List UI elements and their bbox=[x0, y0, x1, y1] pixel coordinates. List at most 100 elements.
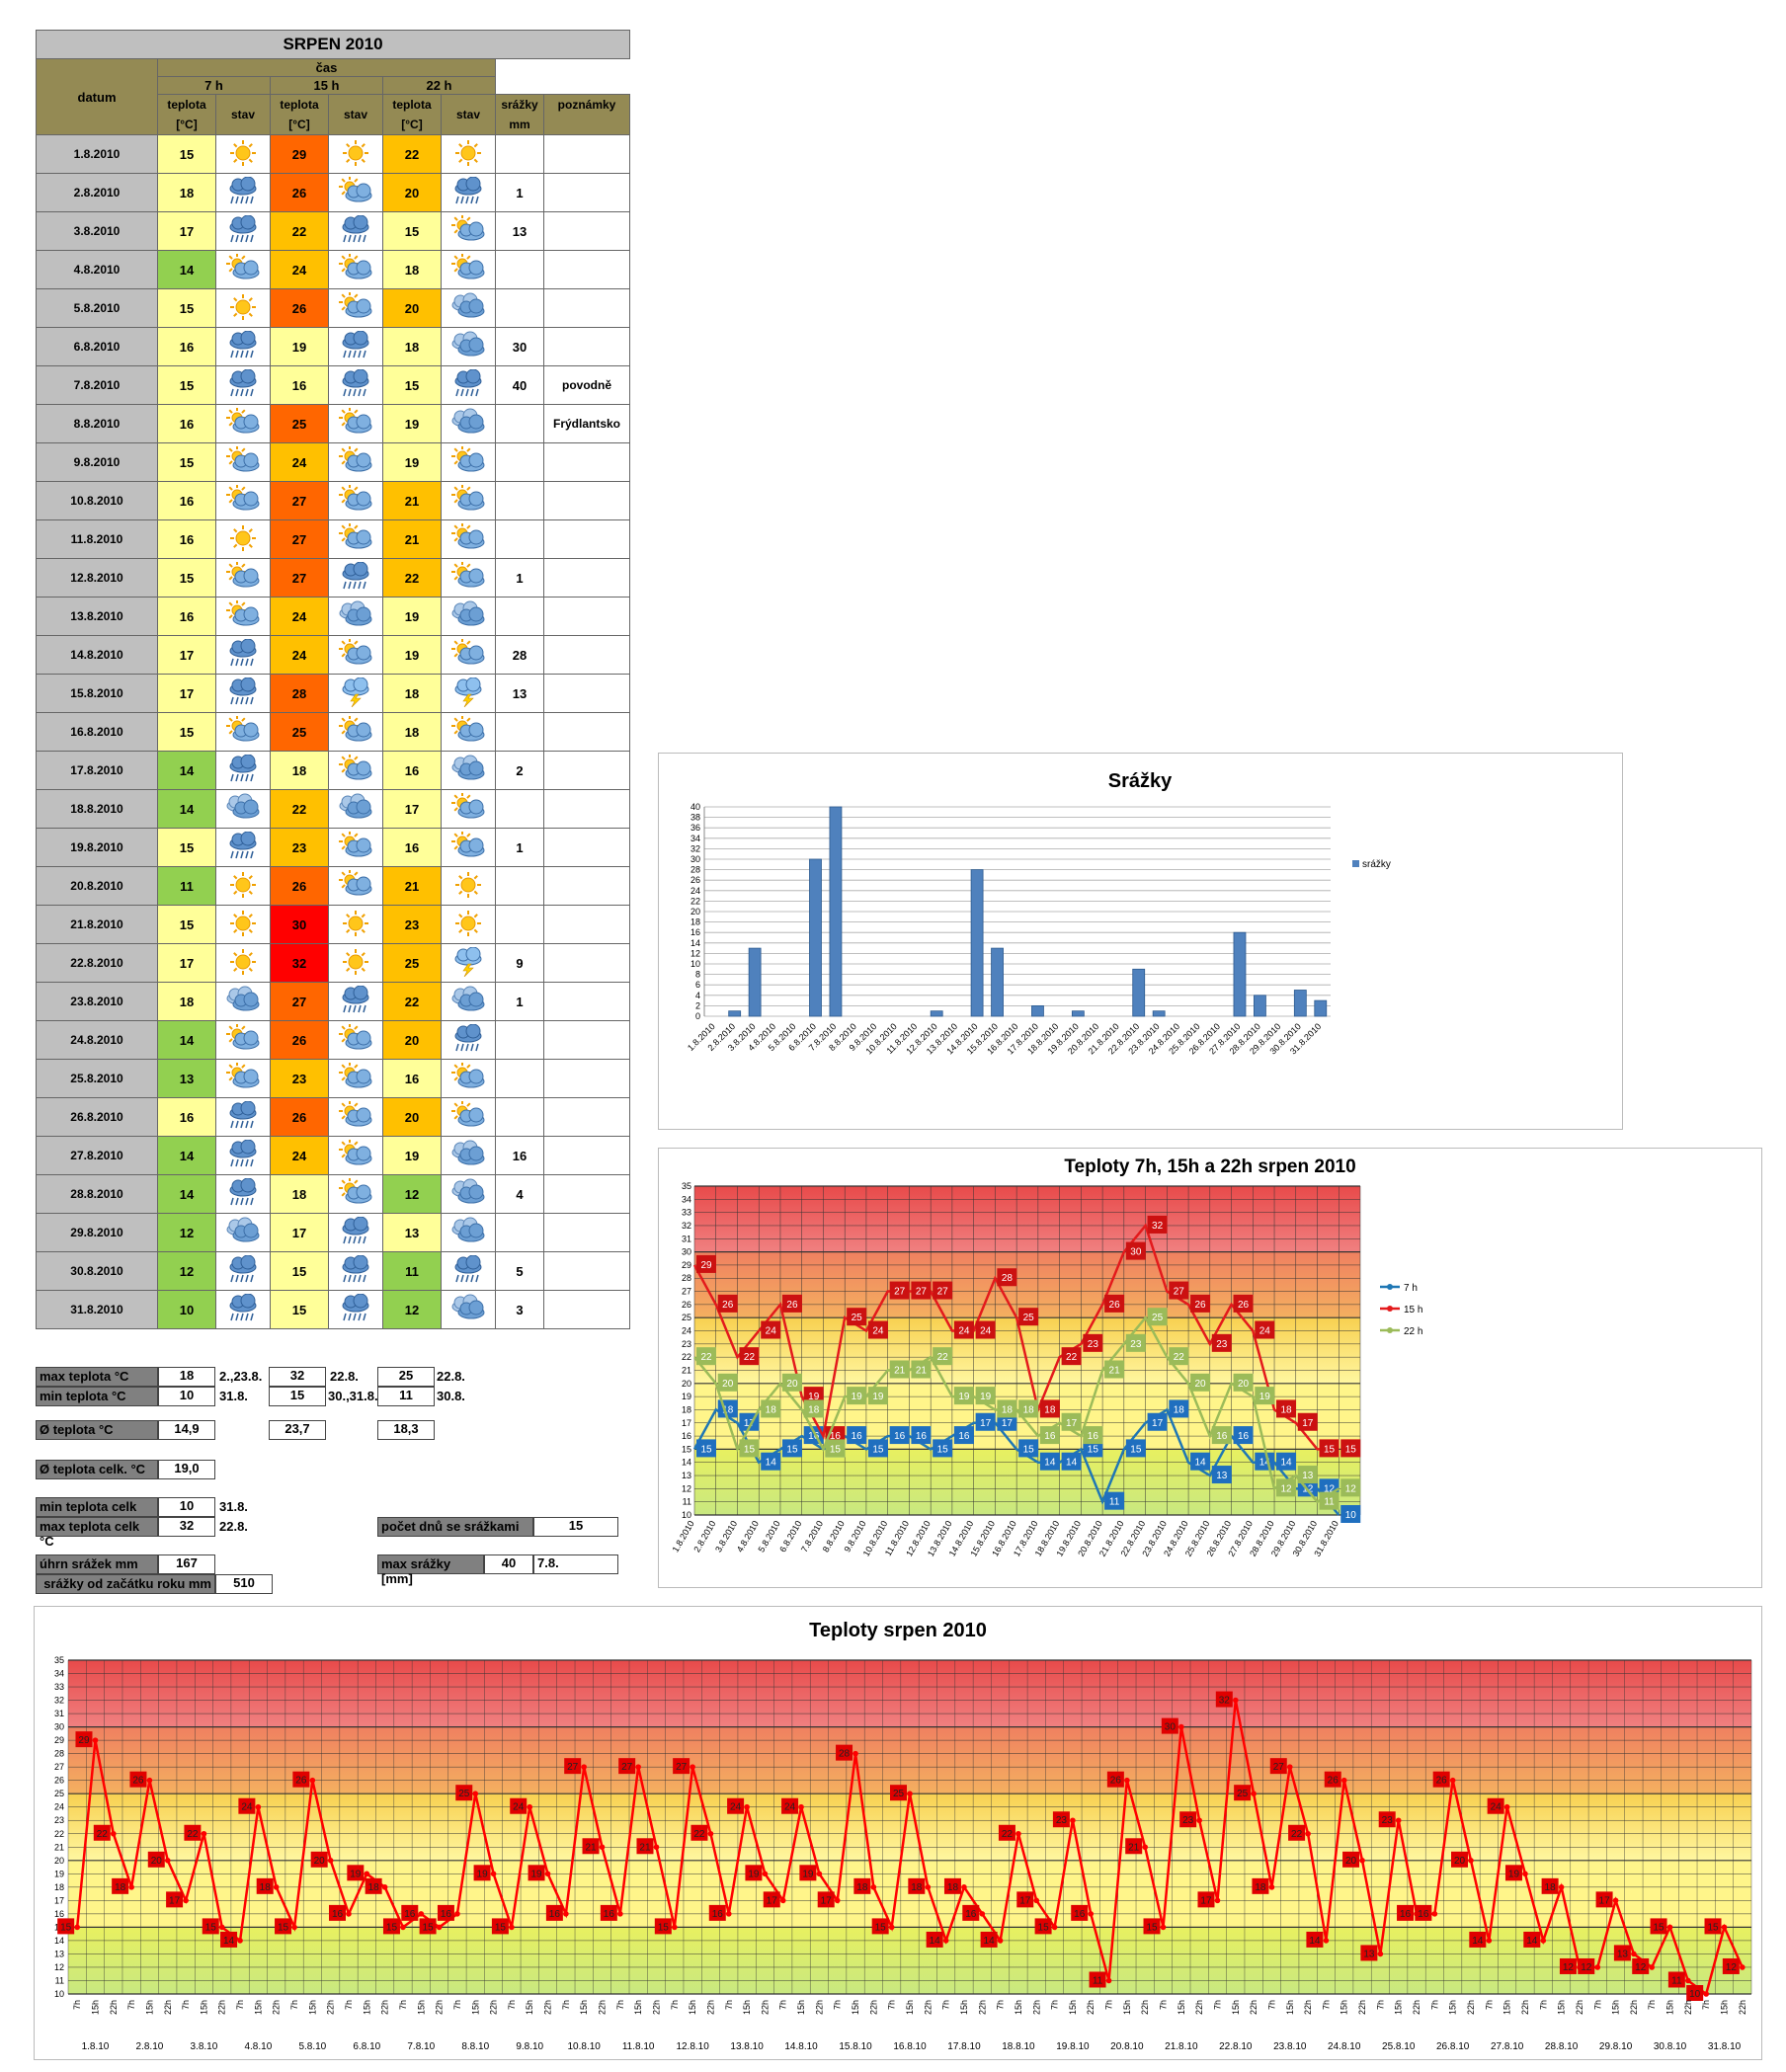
data-label: 24 bbox=[513, 1802, 525, 1813]
data-label-box bbox=[1397, 1904, 1415, 1921]
data-label: 16 bbox=[1418, 1909, 1429, 1920]
data-label-box bbox=[1234, 1785, 1252, 1801]
date-cell: 8.8.2010 bbox=[36, 404, 158, 443]
weather-22h-cell bbox=[441, 134, 496, 174]
data-label: 16 bbox=[1074, 1909, 1086, 1920]
day-label: 23.8.10 bbox=[1273, 2041, 1307, 2052]
x-tick-label: 22h bbox=[814, 2000, 824, 2015]
data-label: 21 bbox=[1128, 1842, 1140, 1853]
data-point bbox=[762, 1871, 769, 1877]
data-point bbox=[816, 1871, 823, 1877]
data-label: 20 bbox=[722, 1379, 734, 1390]
day-label: 4.8.10 bbox=[244, 2041, 272, 2052]
note-cell bbox=[543, 597, 630, 636]
data-label: 17 bbox=[1002, 1418, 1014, 1429]
data-label: 24 bbox=[1491, 1802, 1502, 1813]
data-label: 15 bbox=[875, 1922, 887, 1933]
data-point bbox=[1305, 1830, 1311, 1837]
data-point bbox=[1088, 1911, 1095, 1917]
y-tick-label: 17 bbox=[54, 1895, 64, 1905]
data-label: 15 bbox=[1345, 1444, 1357, 1455]
day-label: 8.8.10 bbox=[461, 2041, 489, 2052]
y-tick-label: 34 bbox=[682, 1194, 691, 1204]
data-label-box bbox=[739, 1347, 760, 1366]
x-tick-label: 7h bbox=[344, 2000, 354, 2010]
data-label-box bbox=[1378, 1811, 1396, 1828]
data-label-box bbox=[911, 1360, 932, 1379]
data-label: 16 bbox=[332, 1909, 344, 1920]
data-label: 23 bbox=[1130, 1339, 1142, 1350]
data-label-box bbox=[1276, 1478, 1297, 1497]
cloud-weather-icon bbox=[451, 986, 485, 1010]
x-tick-label: 7h bbox=[887, 2000, 897, 2010]
weather-7h-cell bbox=[215, 789, 271, 829]
day-label: 21.8.10 bbox=[1165, 2041, 1198, 2052]
temp-22h-cell: 12 bbox=[382, 1290, 442, 1329]
data-label-box bbox=[763, 1891, 780, 1908]
data-point bbox=[563, 1911, 569, 1917]
temp-22h-cell: 15 bbox=[382, 211, 442, 251]
data-label-box bbox=[347, 1865, 365, 1881]
table-row: 20.8.2010 11 26 21 bbox=[36, 866, 630, 906]
legend-marker bbox=[1387, 1306, 1393, 1312]
y-tick-label: 16 bbox=[682, 1431, 691, 1441]
data-label: 18 bbox=[911, 1882, 923, 1893]
y-tick-label: 32 bbox=[54, 1696, 64, 1706]
weather-22h-cell bbox=[441, 905, 496, 944]
day-label: 25.8.10 bbox=[1382, 2041, 1416, 2052]
y-tick-label: 8 bbox=[695, 970, 700, 980]
x-tick-label: 22h bbox=[1303, 2000, 1313, 2015]
y-tick-label: 28 bbox=[690, 865, 700, 875]
data-label-box bbox=[761, 1320, 781, 1339]
day-label: 10.8.10 bbox=[568, 2041, 602, 2052]
note-cell bbox=[543, 1290, 630, 1329]
data-label-box bbox=[1324, 1771, 1341, 1788]
rain-bar bbox=[1293, 990, 1307, 1017]
data-label: 19 bbox=[1508, 1869, 1520, 1879]
note-cell bbox=[543, 327, 630, 366]
partly-weather-icon bbox=[451, 791, 485, 818]
stat-minall: 10 bbox=[158, 1497, 215, 1517]
temp-7h-cell: 14 bbox=[157, 789, 216, 829]
x-tick-label: 15h bbox=[1231, 2000, 1241, 2015]
data-label: 19 bbox=[350, 1869, 362, 1879]
x-tick-label: 15h bbox=[1502, 2000, 1512, 2015]
data-label-box bbox=[1147, 1308, 1168, 1326]
temp-7h-cell: 15 bbox=[157, 134, 216, 174]
rain-weather-icon bbox=[229, 1177, 257, 1205]
data-label: 15 bbox=[60, 1922, 72, 1933]
table-row: 14.8.2010 17 24 19 28 bbox=[36, 635, 630, 675]
data-point bbox=[309, 1777, 316, 1784]
date-cell: 5.8.2010 bbox=[36, 288, 158, 328]
date-cell: 31.8.2010 bbox=[36, 1290, 158, 1329]
header-stav-15: stav bbox=[328, 94, 383, 135]
data-label: 15 bbox=[700, 1444, 712, 1455]
rain-cell bbox=[495, 288, 544, 328]
table-row: 24.8.2010 14 26 20 bbox=[36, 1020, 630, 1060]
temperature-bands bbox=[68, 1660, 1751, 1994]
note-cell bbox=[543, 635, 630, 675]
data-point bbox=[852, 1750, 858, 1757]
data-label: 12 bbox=[1635, 1962, 1647, 1973]
data-label-box bbox=[382, 1918, 400, 1935]
y-tick-label: 25 bbox=[682, 1313, 691, 1322]
y-tick-label: 21 bbox=[54, 1842, 64, 1852]
data-label: 27 bbox=[916, 1287, 928, 1298]
data-label: 11 bbox=[1324, 1497, 1335, 1508]
data-label: 26 bbox=[1195, 1300, 1207, 1311]
data-point bbox=[509, 1924, 515, 1931]
rain-cell: 13 bbox=[495, 211, 544, 251]
rain-weather-icon bbox=[342, 214, 369, 242]
data-label-box bbox=[1143, 1918, 1161, 1935]
partly-weather-icon bbox=[339, 830, 372, 856]
date-cell: 14.8.2010 bbox=[36, 635, 158, 675]
data-label: 12 bbox=[1581, 1962, 1592, 1973]
data-label: 15 bbox=[830, 1444, 842, 1455]
rain-cell bbox=[495, 481, 544, 520]
data-label-box bbox=[1052, 1811, 1070, 1828]
weather-7h-cell bbox=[215, 211, 271, 251]
data-label: 24 bbox=[872, 1326, 884, 1337]
x-tick-label: 7h bbox=[181, 2000, 191, 2010]
series-line bbox=[692, 1223, 1340, 1451]
data-label-box bbox=[825, 1439, 846, 1458]
